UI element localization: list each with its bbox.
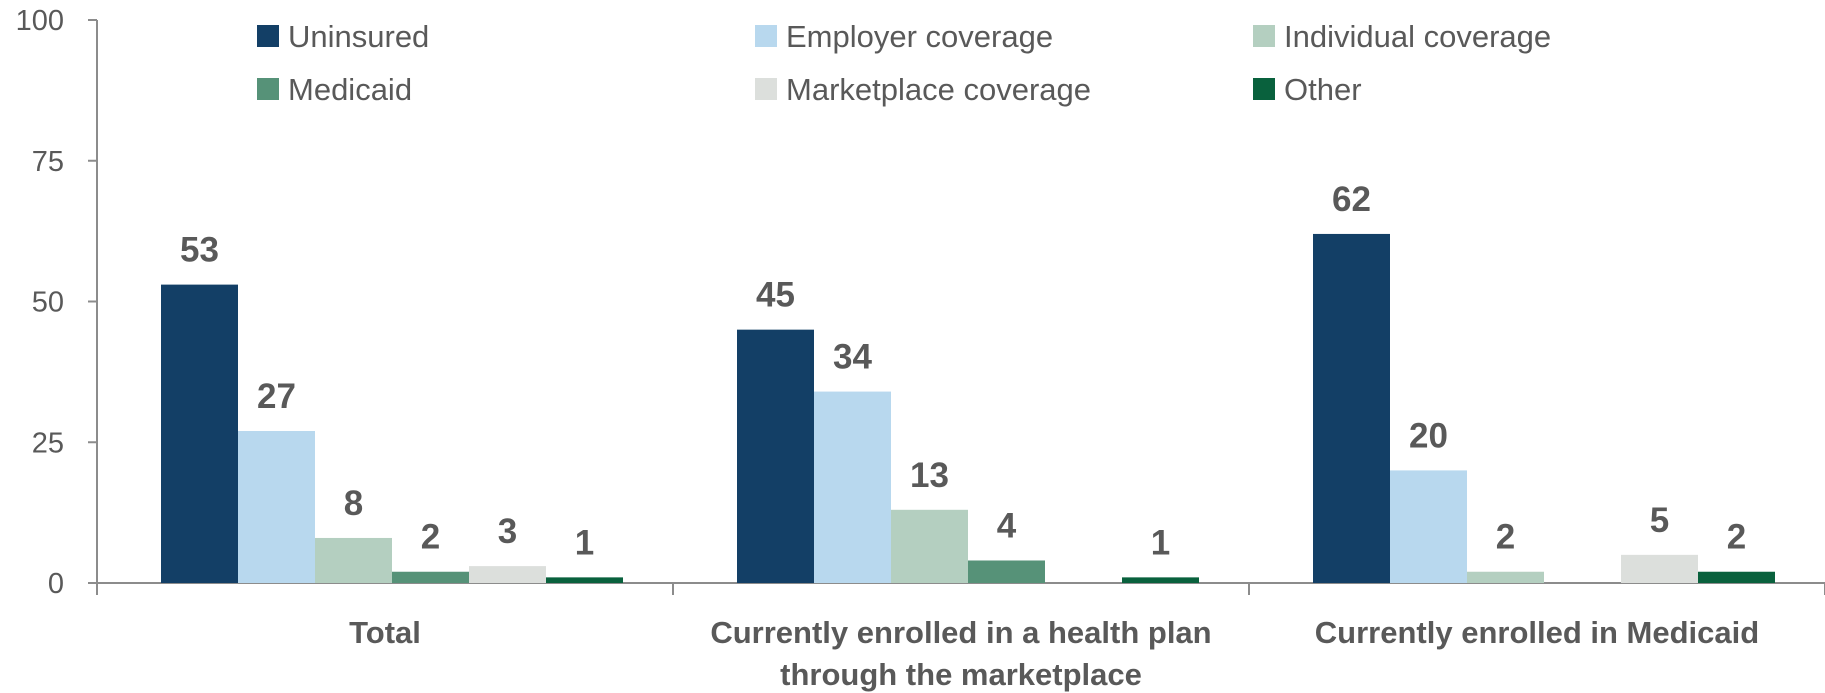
bar xyxy=(1698,571,1775,583)
bar xyxy=(968,560,1045,583)
data-label: 4 xyxy=(997,506,1017,545)
data-label: 2 xyxy=(421,518,440,557)
data-label: 2 xyxy=(1496,518,1515,557)
data-label: 34 xyxy=(833,338,872,377)
legend-swatch xyxy=(755,25,777,47)
data-label: 5 xyxy=(1650,501,1669,540)
y-tick-label: 75 xyxy=(32,146,64,178)
legend-swatch xyxy=(1253,25,1275,47)
bars xyxy=(161,233,1775,583)
y-tick-label: 50 xyxy=(32,287,64,319)
legend-label: Uninsured xyxy=(288,19,429,54)
bar xyxy=(1313,233,1390,583)
x-category-label: Currently enrolled in Medicaid xyxy=(1315,615,1759,650)
legend-label: Marketplace coverage xyxy=(786,72,1091,107)
x-category-label: Currently enrolled in a health plan throu… xyxy=(710,615,1211,692)
bar xyxy=(469,566,546,583)
bar xyxy=(1467,571,1544,583)
data-label: 45 xyxy=(756,276,795,315)
legend-label: Medicaid xyxy=(288,72,412,107)
bar xyxy=(546,577,623,583)
legend-swatch xyxy=(257,78,279,100)
legend-swatch xyxy=(755,78,777,100)
data-label: 3 xyxy=(498,512,517,551)
legend: Uninsured Employer coverage Individual cov… xyxy=(257,19,1551,107)
bar xyxy=(891,509,968,583)
data-label: 1 xyxy=(1151,523,1170,562)
data-label: 13 xyxy=(910,456,949,495)
data-label: 8 xyxy=(344,484,363,523)
bar xyxy=(1122,577,1199,583)
bar xyxy=(392,571,469,583)
legend-swatch xyxy=(1253,78,1275,100)
y-tick-label: 100 xyxy=(16,5,64,37)
x-category-label: Total xyxy=(349,615,421,650)
bar xyxy=(1390,470,1467,583)
data-label: 1 xyxy=(575,523,594,562)
data-label: 20 xyxy=(1409,416,1448,455)
bar xyxy=(238,430,315,583)
legend-label: Individual coverage xyxy=(1284,19,1551,54)
data-label: 27 xyxy=(257,377,296,416)
legend-label: Other xyxy=(1284,72,1362,107)
bar xyxy=(1621,554,1698,583)
bar xyxy=(161,284,238,583)
legend-swatch xyxy=(257,25,279,47)
data-labels: 53 27 8 2 3 1 45 34 13 4 1 62 20 2 5 2 xyxy=(180,180,1746,562)
y-tick-label: 25 xyxy=(32,427,64,459)
data-label: 53 xyxy=(180,231,219,270)
bar xyxy=(814,391,891,583)
bar xyxy=(737,329,814,583)
data-label: 62 xyxy=(1332,180,1371,219)
y-tick-label: 0 xyxy=(48,568,64,600)
legend-label: Employer coverage xyxy=(786,19,1053,54)
bar xyxy=(315,537,392,583)
data-label: 2 xyxy=(1727,518,1746,557)
